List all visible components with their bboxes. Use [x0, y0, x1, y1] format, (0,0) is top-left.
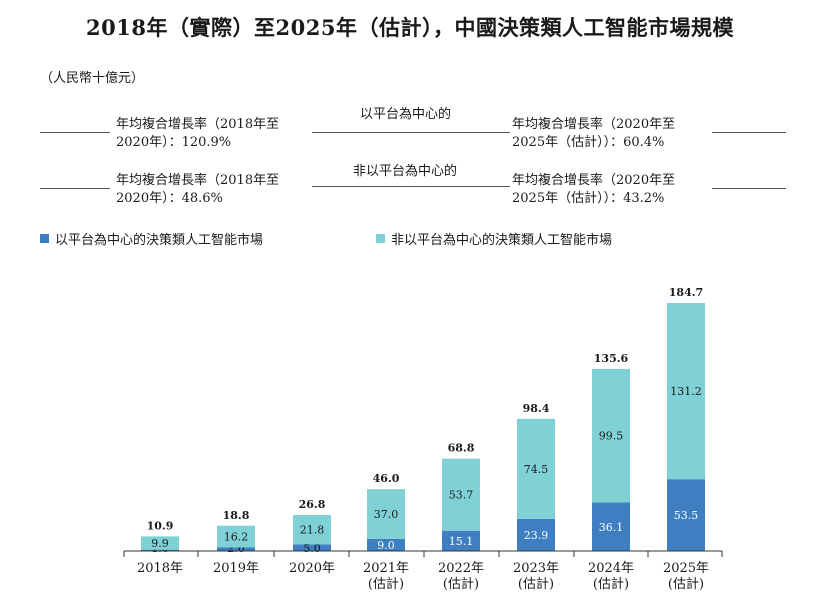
cagr-platform-label: 以平台為中心的 [360, 107, 452, 122]
cagr-non-platform-label: 非以平台為中心的 [353, 164, 458, 179]
category-label: 2019年 [213, 561, 259, 576]
total-label: 135.6 [594, 352, 629, 365]
cagr-non-platform-2020-2025: 年均複合增長率（2020年至 2025年（估計））：43.2% [512, 173, 676, 206]
category-label: (估計) [593, 576, 629, 592]
value-label-platform: 9.0 [377, 539, 395, 552]
bar-segment-platform [293, 544, 331, 551]
legend-swatch-platform [40, 234, 49, 243]
total-label: 18.8 [223, 509, 250, 522]
category-label: (估計) [668, 576, 704, 592]
value-label-non-platform: 99.5 [599, 430, 624, 443]
chart-title: 2018年（實際）至2025年（估計），中國決策類人工智能市場規模 [86, 15, 734, 40]
category-label: 2024年 [588, 561, 634, 576]
total-label: 10.9 [147, 519, 174, 532]
value-label-platform: 53.5 [674, 509, 699, 522]
value-label-non-platform: 16.2 [224, 531, 249, 544]
unit-label: （人民幣十億元） [40, 71, 145, 86]
cagr-non-platform-2018-2020: 年均複合增長率（2018年至 2020年）：48.6% [116, 173, 280, 206]
value-label-non-platform: 9.9 [151, 537, 169, 550]
legend-item-platform: 以平台為中心的決策類人工智能市場 [40, 229, 263, 248]
bar-segment-platform [141, 549, 179, 551]
value-label-non-platform: 37.0 [374, 508, 399, 521]
cagr-rule [312, 186, 510, 187]
value-label-non-platform: 53.7 [449, 489, 474, 502]
total-label: 98.4 [523, 402, 550, 415]
bar-segment-non-platform [442, 458, 480, 531]
category-label: (估計) [368, 576, 404, 592]
bar-segment-non-platform [667, 303, 705, 480]
cagr-platform-2018-2020: 年均複合增長率（2018年至 2020年）：120.9% [116, 117, 280, 150]
bar-segment-non-platform [293, 515, 331, 545]
legend-label-non-platform: 非以平台為中心的決策類人工智能市場 [391, 233, 613, 248]
value-label-platform: 36.1 [599, 521, 624, 534]
total-label: 68.8 [448, 442, 475, 455]
total-label: 184.7 [669, 286, 703, 299]
category-label: 2023年 [513, 561, 559, 576]
cagr-rule [40, 132, 110, 133]
value-label-platform: 23.9 [524, 529, 549, 542]
bar-segment-non-platform [592, 368, 630, 503]
value-label-platform: 5.0 [303, 542, 321, 555]
bar-segment-platform [592, 502, 630, 551]
value-label-non-platform: 74.5 [524, 463, 549, 476]
bar-segment-platform [517, 518, 555, 551]
legend-item-non-platform: 非以平台為中心的決策類人工智能市場 [376, 229, 612, 248]
legend-label-platform: 以平台為中心的決策類人工智能市場 [55, 233, 264, 248]
category-label: (估計) [443, 576, 479, 592]
total-label: 46.0 [373, 472, 400, 485]
cagr-rule [712, 188, 786, 189]
value-label-non-platform: 21.8 [300, 524, 325, 537]
bar-segment-non-platform [367, 489, 405, 539]
category-label: 2020年 [289, 561, 335, 576]
bar-segment-non-platform [141, 536, 179, 550]
category-label: 2022年 [438, 561, 484, 576]
value-label-non-platform: 131.2 [670, 385, 702, 398]
bar-segment-non-platform [217, 525, 255, 548]
bar-segment-platform [217, 547, 255, 551]
value-label-platform: 15.1 [449, 535, 474, 548]
legend-swatch-non-platform [376, 234, 385, 243]
bar-segment-platform [667, 479, 705, 551]
cagr-rule [312, 132, 510, 133]
category-label: 2025年 [663, 561, 709, 576]
category-label: (估計) [518, 576, 554, 592]
cagr-platform-2020-2025: 年均複合增長率（2020年至 2025年（估計））：60.4% [512, 117, 676, 150]
total-label: 26.8 [299, 498, 326, 511]
bar-segment-platform [367, 538, 405, 551]
bar-segment-platform [442, 530, 480, 551]
cagr-rule [40, 188, 110, 189]
bar-segment-non-platform [517, 418, 555, 519]
category-label: 2021年 [363, 561, 409, 576]
cagr-rule [712, 132, 786, 133]
category-label: 2018年 [137, 561, 183, 576]
